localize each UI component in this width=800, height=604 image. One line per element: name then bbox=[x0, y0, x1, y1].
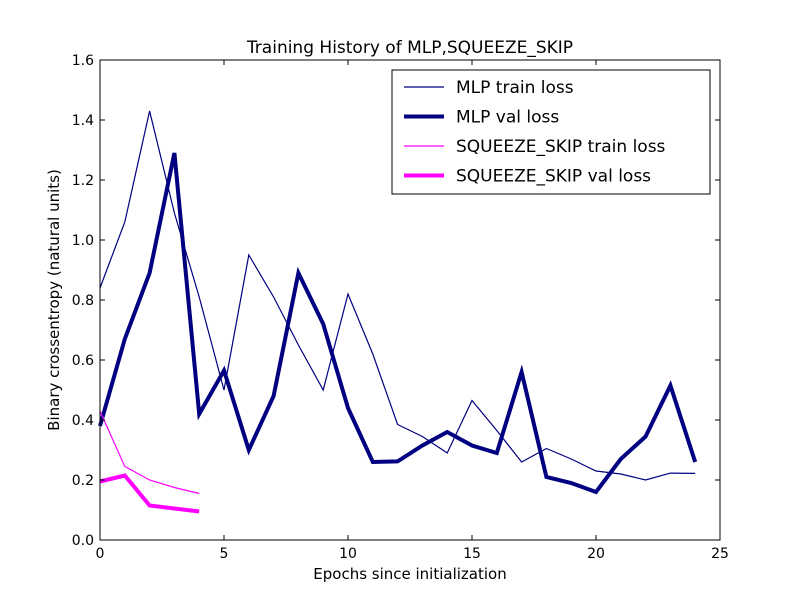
series-line-squeeze-skip-val-loss bbox=[99, 473, 200, 514]
legend-entries: MLP train loss MLP val loss SQUEEZE_SKIP t… bbox=[404, 78, 666, 187]
x-tick-label: 25 bbox=[711, 546, 729, 562]
x-tick-label: 15 bbox=[463, 546, 481, 562]
x-tick-label: 0 bbox=[96, 546, 105, 562]
y-tick-label: 1.4 bbox=[72, 113, 94, 129]
series-layer bbox=[98, 110, 698, 514]
legend-label-squeeze-skip-train-loss: SQUEEZE_SKIP train loss bbox=[456, 137, 666, 157]
x-tick-label: 20 bbox=[587, 546, 605, 562]
y-tick-label: 0.4 bbox=[72, 413, 94, 429]
legend-label-mlp-val-loss: MLP val loss bbox=[456, 108, 559, 128]
x-tick-label: 5 bbox=[220, 546, 229, 562]
y-tick-label: 1.2 bbox=[72, 173, 94, 189]
series-line-mlp-val-loss bbox=[98, 152, 698, 495]
y-tick-label: 0.8 bbox=[72, 293, 94, 309]
y-tick-label: 0.6 bbox=[72, 353, 94, 369]
legend-box bbox=[391, 69, 711, 195]
legend: MLP train loss MLP val loss SQUEEZE_SKIP t… bbox=[391, 69, 711, 195]
legend-label-mlp-train-loss: MLP train loss bbox=[456, 78, 574, 98]
series-line-squeeze-skip-train-loss bbox=[99, 410, 200, 495]
y-tick-label: 0.2 bbox=[72, 473, 94, 489]
legend-label-squeeze-skip-val-loss: SQUEEZE_SKIP val loss bbox=[456, 167, 651, 187]
y-tick-label: 1.0 bbox=[72, 233, 94, 249]
x-axis-label: Epochs since initialization bbox=[313, 565, 506, 583]
chart-title: Training History of MLP,SQUEEZE_SKIP bbox=[246, 38, 573, 58]
y-tick-label: 0.0 bbox=[72, 533, 94, 549]
ticks-layer: 0 5 10 15 20 25 0.0 0.2 0.4 0.6 0.8 1.0 1.2 1.4 1.6 bbox=[72, 53, 729, 562]
y-axis-label: Binary crossentropy (natural units) bbox=[45, 169, 63, 431]
y-tick-label: 1.6 bbox=[72, 53, 94, 69]
x-tick-label: 10 bbox=[339, 546, 357, 562]
series-line-mlp-train-loss bbox=[99, 110, 696, 481]
